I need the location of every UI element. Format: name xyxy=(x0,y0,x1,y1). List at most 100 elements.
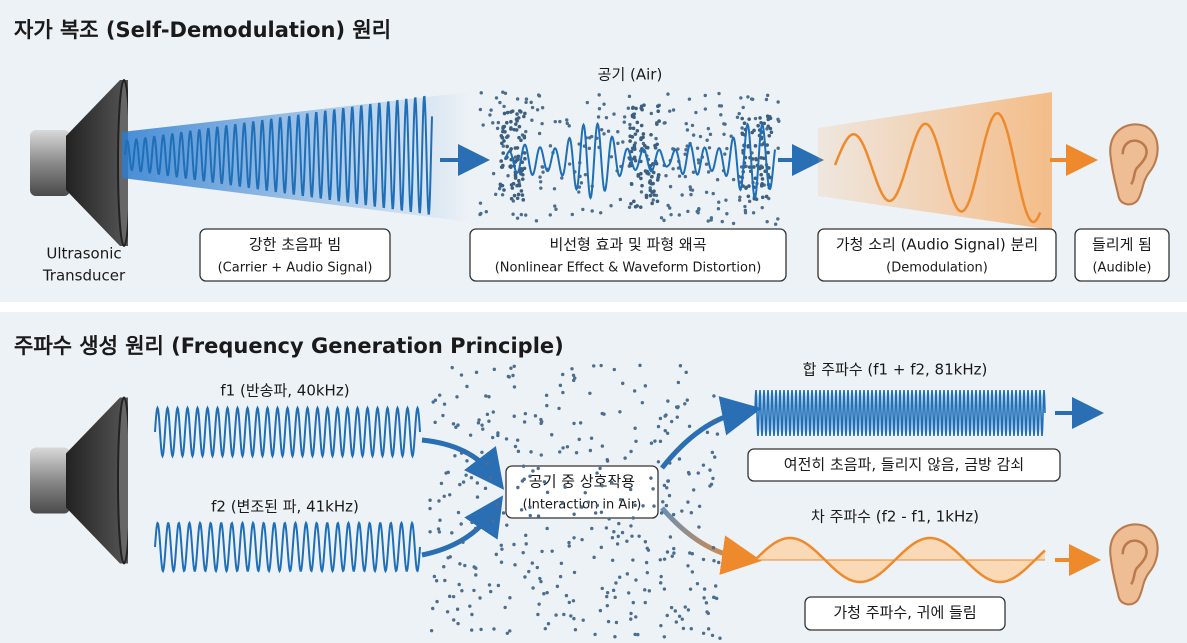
air-dot xyxy=(729,134,733,138)
air-dot xyxy=(599,363,603,368)
air-dot xyxy=(765,143,770,147)
air-dot xyxy=(588,391,592,395)
air-dot xyxy=(540,165,544,169)
air-dot xyxy=(445,610,450,614)
air-dot xyxy=(595,471,599,475)
air-dot xyxy=(560,500,565,505)
air-dot xyxy=(618,410,622,414)
step-box xyxy=(817,228,1057,282)
air-dot xyxy=(765,219,769,224)
air-dot xyxy=(522,114,526,119)
air-dot xyxy=(605,590,610,595)
wave-label: f1 (반송파, 40kHz) xyxy=(220,382,349,400)
air-dot xyxy=(571,378,576,383)
air-dot xyxy=(720,219,724,224)
air-dot xyxy=(540,121,544,126)
air-dot xyxy=(583,172,588,177)
air-dot xyxy=(621,140,625,144)
air-dot xyxy=(428,506,432,511)
air-dot xyxy=(479,211,483,216)
air-dot xyxy=(510,109,515,113)
air-dot xyxy=(631,600,635,605)
air-dot xyxy=(706,170,711,174)
air-dot xyxy=(677,174,682,178)
air-dot xyxy=(478,596,482,600)
air-dot xyxy=(505,110,510,115)
air-dot xyxy=(487,419,491,423)
air-dot xyxy=(737,198,742,202)
air-dot xyxy=(731,177,736,182)
air-dot xyxy=(639,137,643,142)
air-dot xyxy=(501,90,505,94)
air-dot xyxy=(514,128,519,132)
air-dot xyxy=(616,130,620,134)
air-dot xyxy=(515,438,520,442)
air-dot xyxy=(627,205,632,209)
air-dot xyxy=(509,366,513,370)
air-dot xyxy=(554,613,558,617)
air-dot xyxy=(609,155,614,159)
air-dot xyxy=(689,187,693,192)
air-dot xyxy=(629,149,634,154)
air-label: 공기 (Air) xyxy=(598,66,663,84)
air-dot xyxy=(776,146,780,150)
air-dot xyxy=(653,439,657,443)
wave xyxy=(504,121,776,200)
air-dot xyxy=(689,192,693,197)
air-dot xyxy=(686,608,691,612)
air-dot xyxy=(540,106,545,110)
air-dot xyxy=(573,628,578,632)
air-dot xyxy=(565,121,569,126)
air-dot xyxy=(452,618,456,622)
air-dot xyxy=(524,97,529,101)
air-dot xyxy=(613,595,617,600)
air-dot xyxy=(434,579,439,583)
air-dot xyxy=(616,141,620,146)
air-dot xyxy=(599,545,604,550)
air-dot xyxy=(634,615,638,619)
air-dot xyxy=(560,176,564,180)
air-dot xyxy=(585,100,590,105)
air-dot xyxy=(652,504,656,508)
air-dot xyxy=(738,195,742,199)
air-dot xyxy=(506,134,510,138)
air-dot xyxy=(527,569,531,574)
air-dot xyxy=(457,582,461,587)
air-dot xyxy=(740,116,744,121)
air-dot xyxy=(562,612,566,617)
air-dot xyxy=(454,425,458,429)
air-dot xyxy=(715,178,720,182)
air-dot xyxy=(618,575,622,579)
air-dot xyxy=(662,635,667,639)
air-dot xyxy=(524,129,528,134)
air-dot xyxy=(565,445,570,449)
air-dot xyxy=(741,105,745,110)
air-dot xyxy=(581,207,585,212)
air-dot xyxy=(593,632,597,637)
air-dot xyxy=(555,584,560,589)
air-dot xyxy=(712,559,716,563)
air-dot xyxy=(664,174,668,178)
air-dot xyxy=(587,136,592,140)
air-dot xyxy=(715,432,720,436)
air-dot xyxy=(668,109,672,113)
air-dot xyxy=(662,218,666,223)
air-dot xyxy=(543,626,548,631)
air-dot xyxy=(652,193,657,197)
air-dot xyxy=(666,399,670,403)
air-dot xyxy=(598,211,603,215)
air-dot xyxy=(513,563,517,567)
air-dot xyxy=(746,95,750,99)
air-dot xyxy=(709,218,713,222)
air-dot xyxy=(572,536,576,540)
air-dot xyxy=(768,126,773,131)
air-dot xyxy=(529,450,533,454)
air-dot xyxy=(690,570,695,574)
air-dot xyxy=(638,205,643,209)
air-dot xyxy=(596,115,601,119)
air-dot xyxy=(668,535,673,539)
air-dot xyxy=(435,599,439,604)
air-dot xyxy=(647,589,652,593)
air-dot xyxy=(671,108,676,112)
air-dot xyxy=(658,439,663,444)
